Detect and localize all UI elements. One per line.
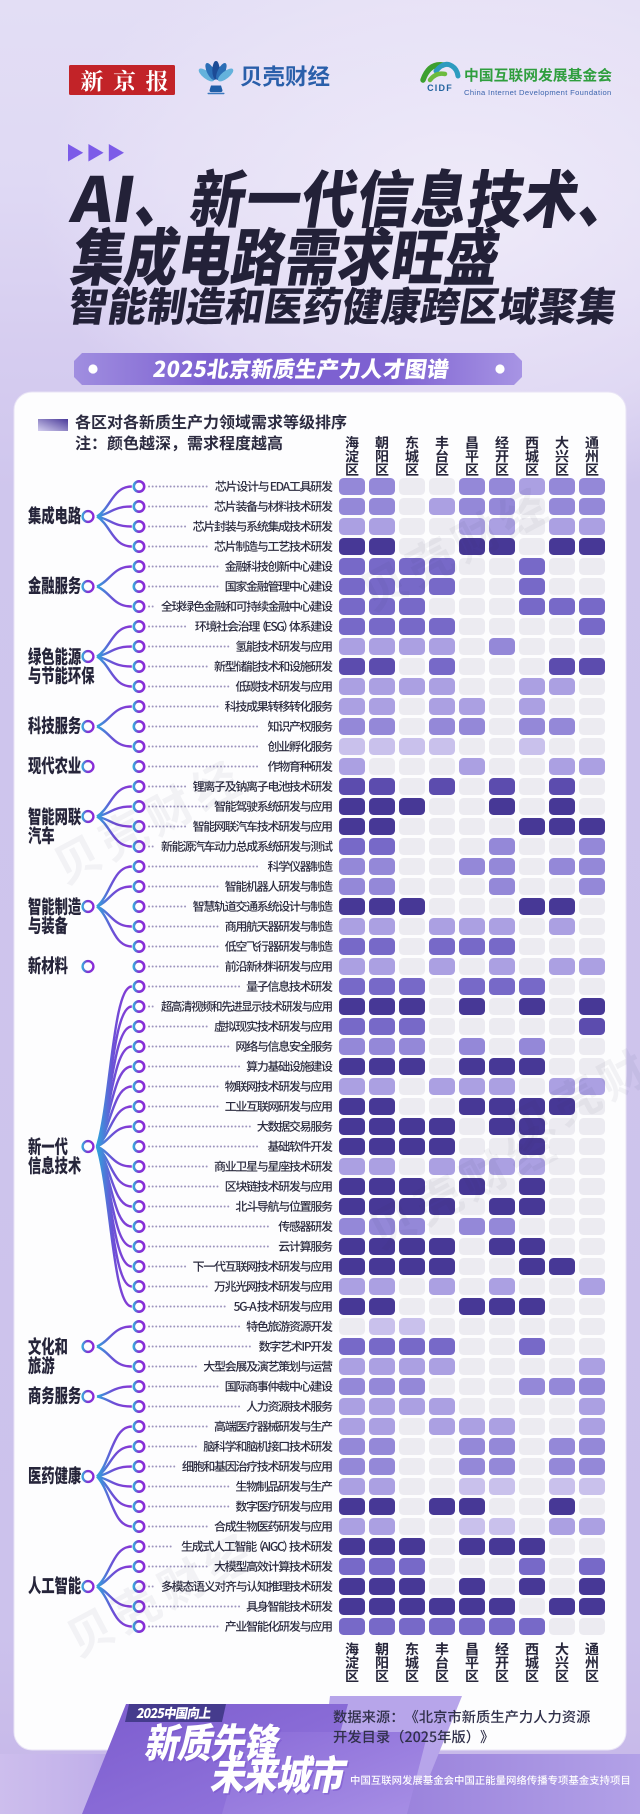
svg-text:CIDF: CIDF [427,83,453,93]
svg-text:China Internet Development Fou: China Internet Development Foundation [464,88,612,97]
